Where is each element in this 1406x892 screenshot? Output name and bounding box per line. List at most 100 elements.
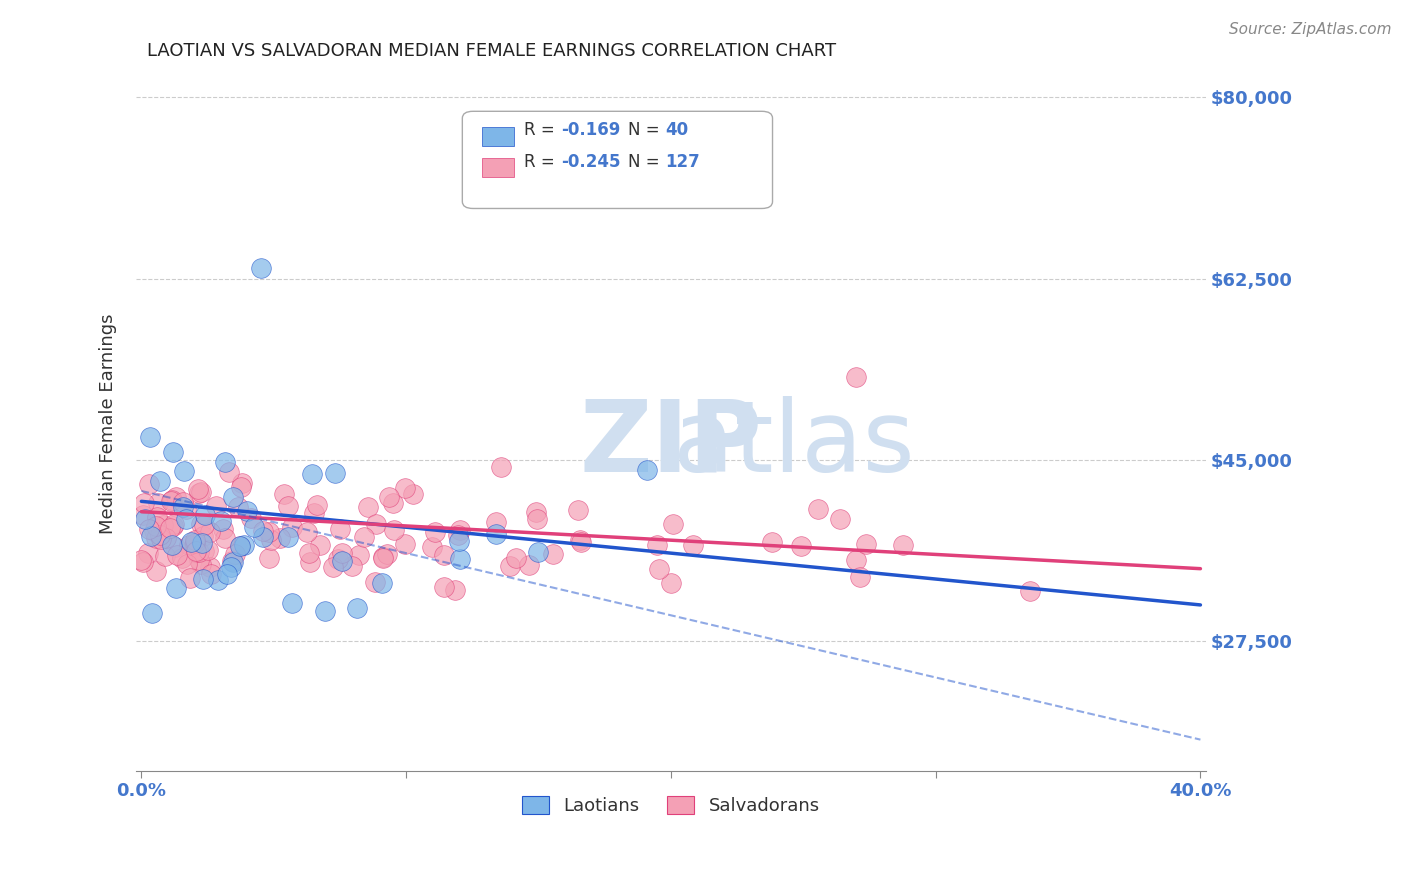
Salvadorans [174,502,197,516]
Laotians [165,582,187,596]
Salvadorans [401,487,423,501]
Laotians [160,538,183,552]
Salvadorans [340,558,363,573]
Salvadorans [322,560,344,574]
Salvadorans [231,475,253,490]
Salvadorans [645,538,668,552]
Text: N =: N = [628,121,665,139]
Salvadorans [499,559,522,574]
Salvadorans [166,548,188,562]
Salvadorans [394,481,416,495]
Salvadorans [568,533,591,547]
Laotians [323,466,346,480]
Salvadorans [131,553,153,567]
Text: 127: 127 [665,153,700,171]
Salvadorans [172,551,194,566]
Salvadorans [505,551,527,566]
Salvadorans [444,582,467,597]
Laotians [222,555,245,569]
FancyBboxPatch shape [482,127,513,146]
Laotians [176,512,198,526]
Text: Source: ZipAtlas.com: Source: ZipAtlas.com [1229,22,1392,37]
Salvadorans [260,533,283,548]
Salvadorans [329,522,352,536]
Salvadorans [159,494,181,508]
Salvadorans [146,510,169,524]
Salvadorans [155,531,177,545]
Salvadorans [433,548,456,562]
Laotians [172,500,194,514]
Salvadorans [190,558,212,572]
Laotians [209,514,232,528]
Salvadorans [394,537,416,551]
Salvadorans [145,564,167,578]
Salvadorans [447,528,470,542]
Salvadorans [212,522,235,536]
Salvadorans [240,511,263,525]
Salvadorans [187,486,209,500]
Salvadorans [259,551,281,566]
Salvadorans [308,538,330,552]
Text: ZIP: ZIP [579,396,762,493]
Laotians [449,551,471,566]
Salvadorans [190,517,212,532]
Salvadorans [307,498,329,512]
Salvadorans [269,531,291,545]
Salvadorans [277,499,299,513]
Salvadorans [420,540,443,554]
Salvadorans [489,460,512,475]
Laotians [162,444,184,458]
Text: -0.245: -0.245 [561,153,620,171]
Salvadorans [433,580,456,594]
Laotians [173,464,195,478]
Text: LAOTIAN VS SALVADORAN MEDIAN FEMALE EARNINGS CORRELATION CHART: LAOTIAN VS SALVADORAN MEDIAN FEMALE EARN… [146,42,837,60]
Salvadorans [371,551,394,566]
Salvadorans [187,483,209,497]
Salvadorans [136,546,159,560]
Laotians [214,454,236,468]
Laotians [447,534,470,549]
Salvadorans [134,496,156,510]
Salvadorans [891,538,914,552]
Laotians [243,520,266,534]
Salvadorans [214,531,236,545]
Salvadorans [375,547,398,561]
Salvadorans [371,550,394,565]
Salvadorans [377,490,399,504]
Salvadorans [146,496,169,510]
Salvadorans [145,519,167,533]
Laotians [235,504,257,518]
Laotians [371,576,394,591]
Laotians [191,572,214,586]
Salvadorans [849,570,872,584]
Salvadorans [198,559,221,574]
Salvadorans [183,541,205,555]
Salvadorans [193,544,215,558]
Salvadorans [132,508,155,523]
Text: N =: N = [628,153,665,171]
Laotians [180,534,202,549]
Salvadorans [163,516,186,531]
Salvadorans [330,546,353,560]
Laotians [194,508,217,522]
Salvadorans [524,505,547,519]
Salvadorans [187,545,209,559]
Salvadorans [190,484,212,499]
Point [249,261,271,276]
Laotians [277,530,299,544]
Salvadorans [226,500,249,514]
Salvadorans [165,491,187,505]
Salvadorans [145,531,167,545]
Salvadorans [807,501,830,516]
Laotians [228,540,250,554]
FancyBboxPatch shape [463,112,772,209]
Text: atlas: atlas [673,396,915,493]
Salvadorans [152,518,174,533]
Text: R =: R = [524,153,561,171]
Salvadorans [159,521,181,535]
Salvadorans [200,567,222,582]
Salvadorans [298,555,321,569]
Salvadorans [295,524,318,539]
Laotians [346,601,368,615]
Salvadorans [229,539,252,553]
